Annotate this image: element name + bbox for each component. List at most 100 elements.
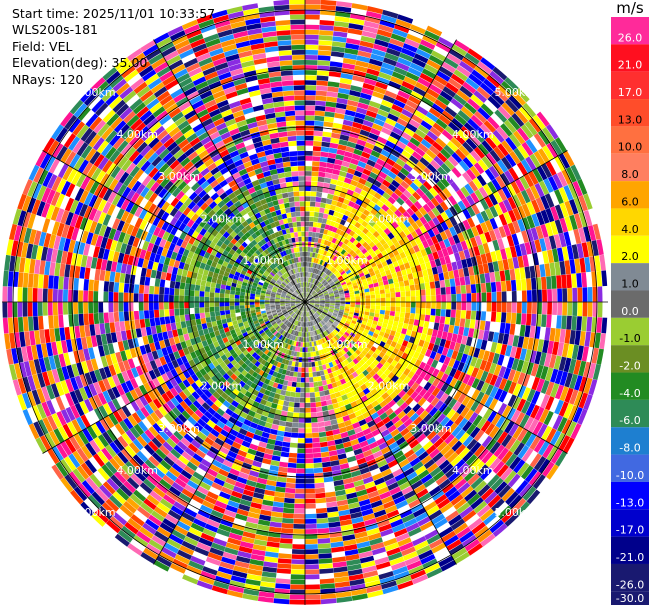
sweep-gate	[152, 206, 161, 217]
sweep-gate	[91, 98, 105, 113]
sweep-gate	[207, 551, 223, 561]
sweep-gate	[212, 272, 219, 279]
sweep-gate	[290, 303, 295, 305]
sweep-gate	[110, 165, 121, 179]
sweep-gate	[199, 302, 205, 308]
sweep-gate	[4, 254, 11, 271]
sweep-gate	[269, 521, 282, 528]
sweep-gate	[559, 386, 569, 402]
sweep-gate	[371, 400, 379, 408]
sweep-gate	[214, 399, 223, 408]
sweep-gate	[165, 470, 178, 482]
sweep-gate	[260, 322, 266, 327]
sweep-gate	[208, 362, 216, 370]
sweep-gate	[162, 191, 172, 202]
sweep-gate	[406, 560, 422, 571]
sweep-gate	[332, 314, 337, 318]
sweep-gate	[566, 421, 577, 437]
sweep-gate	[65, 211, 74, 226]
sweep-gate	[480, 339, 488, 351]
sweep-gate	[504, 420, 515, 434]
sweep-gate	[389, 391, 398, 400]
sweep-gate	[89, 439, 101, 454]
sweep-gate	[186, 219, 195, 228]
sweep-gate	[51, 368, 61, 383]
sweep-gate	[254, 322, 260, 327]
sweep-gate	[399, 509, 413, 519]
sweep-gate	[379, 309, 385, 315]
sweep-gate	[178, 203, 188, 213]
sweep-gate	[290, 432, 299, 438]
sweep-gate	[329, 305, 335, 309]
sweep-gate	[532, 338, 539, 352]
sweep-gate	[477, 484, 491, 497]
sweep-gate	[390, 428, 400, 438]
sweep-gate	[446, 302, 452, 310]
sweep-gate	[338, 458, 348, 465]
sweep-gate	[297, 316, 301, 321]
sweep-gate	[179, 282, 186, 290]
sweep-gate	[194, 260, 202, 268]
sweep-gate	[433, 546, 449, 558]
sweep-gate	[154, 358, 162, 368]
sweep-gate	[318, 558, 333, 564]
sweep-gate	[260, 463, 271, 470]
sweep-gate	[485, 384, 494, 396]
sweep-gate	[296, 336, 300, 342]
sweep-gate	[232, 208, 240, 216]
sweep-gate	[242, 213, 250, 221]
sweep-gate	[365, 366, 373, 373]
sweep-gate	[291, 361, 296, 367]
sweep-gate	[49, 430, 61, 446]
sweep-gate	[354, 410, 363, 417]
sweep-gate	[60, 380, 70, 395]
sweep-gate	[296, 458, 305, 464]
sweep-gate	[18, 226, 27, 243]
sweep-gate	[285, 295, 291, 299]
sweep-gate	[155, 325, 162, 334]
sweep-gate	[277, 278, 283, 283]
sweep-gate	[508, 423, 519, 437]
sweep-gate	[554, 399, 564, 415]
sweep-gate	[300, 326, 303, 332]
sweep-gate	[348, 502, 360, 509]
sweep-gate	[198, 267, 205, 275]
sweep-gate	[48, 315, 54, 329]
sweep-gate	[173, 244, 181, 254]
sweep-gate	[80, 414, 91, 428]
sweep-gate	[266, 541, 280, 548]
sweep-gate	[71, 252, 78, 266]
sweep-gate	[224, 351, 232, 359]
sweep-gate	[164, 294, 169, 302]
sweep-gate	[189, 191, 198, 201]
sweep-gate	[421, 496, 435, 508]
sweep-gate	[327, 440, 336, 447]
sweep-gate	[265, 546, 280, 553]
sweep-gate	[512, 370, 521, 384]
sweep-gate	[181, 105, 194, 116]
sweep-gate	[486, 515, 501, 530]
sweep-gate	[297, 448, 305, 454]
sweep-gate	[259, 387, 266, 394]
sweep-gate	[310, 309, 315, 314]
sweep-gate	[70, 185, 80, 200]
sweep-gate	[365, 359, 373, 366]
sweep-gate	[463, 345, 471, 355]
sweep-gate	[292, 417, 299, 423]
sweep-gate	[216, 188, 225, 196]
sweep-gate	[60, 441, 73, 456]
sweep-gate	[156, 66, 171, 78]
sweep-gate	[333, 479, 344, 487]
sweep-gate	[424, 314, 431, 322]
sweep-gate	[302, 306, 304, 312]
sweep-gate	[159, 356, 167, 366]
sweep-gate	[272, 227, 278, 233]
sweep-gate	[296, 303, 301, 306]
sweep-gate	[438, 354, 447, 364]
sweep-gate	[269, 465, 279, 472]
sweep-gate	[313, 307, 318, 311]
sweep-gate	[293, 307, 298, 312]
sweep-gate	[338, 322, 344, 327]
sweep-gate	[211, 135, 223, 145]
sweep-gate	[198, 131, 209, 142]
